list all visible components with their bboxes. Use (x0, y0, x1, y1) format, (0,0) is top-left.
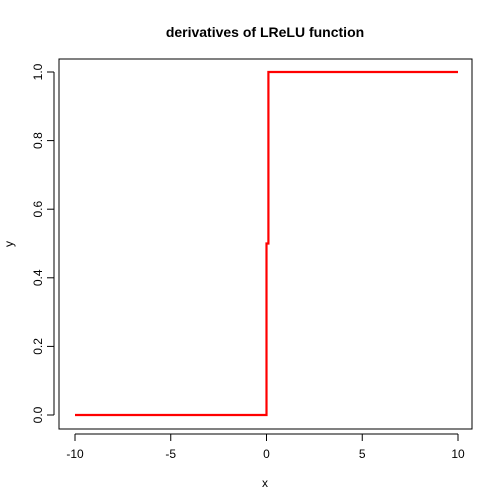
y-tick-label: 0.4 (31, 269, 45, 286)
y-tick-label: 1.0 (31, 63, 45, 80)
x-tick-label: 10 (451, 447, 465, 461)
y-tick-label: 0.6 (31, 201, 45, 218)
x-tick-label: 5 (359, 447, 366, 461)
y-tick-label: 0.0 (31, 406, 45, 423)
x-axis-label: x (262, 476, 268, 490)
x-tick-label: -5 (165, 447, 176, 461)
chart-title: derivatives of LReLU function (166, 24, 364, 40)
x-tick-label: -10 (66, 447, 84, 461)
y-tick-label: 0.2 (31, 338, 45, 355)
x-tick-label: 0 (263, 447, 270, 461)
y-tick-label: 0.8 (31, 132, 45, 149)
y-axis-label: y (2, 241, 16, 247)
